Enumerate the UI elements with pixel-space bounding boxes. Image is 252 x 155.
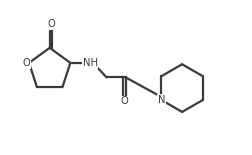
Text: O: O [47, 19, 54, 29]
Text: N: N [157, 95, 165, 105]
Text: NH: NH [82, 58, 97, 68]
Text: O: O [120, 96, 128, 106]
Text: O: O [22, 58, 30, 68]
